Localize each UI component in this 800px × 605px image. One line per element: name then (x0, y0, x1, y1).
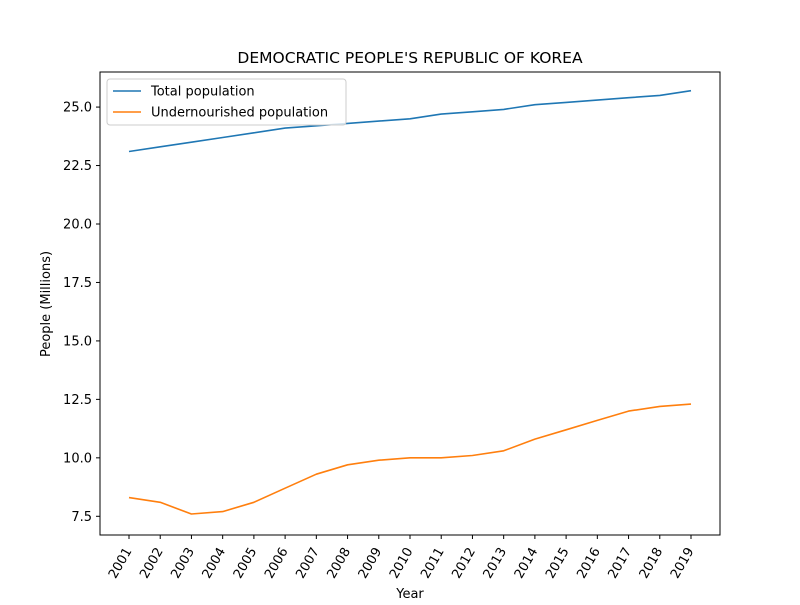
y-tick-label: 15.0 (63, 334, 92, 349)
y-tick-label: 25.0 (63, 101, 92, 116)
legend: Total population Undernourished populatio… (107, 79, 346, 125)
legend-label: Total population (150, 85, 255, 100)
y-tick-label: 22.5 (63, 159, 92, 174)
y-axis-label: People (Millions) (39, 251, 54, 357)
x-axis-label: Year (395, 587, 424, 600)
y-tick-label: 12.5 (63, 393, 92, 408)
legend-label: Undernourished population (151, 106, 328, 121)
y-tick-label: 7.5 (71, 510, 92, 525)
y-tick-label: 20.0 (63, 217, 92, 232)
chart-title: DEMOCRATIC PEOPLE'S REPUBLIC OF KOREA (237, 49, 583, 67)
y-tick-label: 10.0 (63, 451, 92, 466)
y-tick-label: 17.5 (63, 276, 92, 291)
